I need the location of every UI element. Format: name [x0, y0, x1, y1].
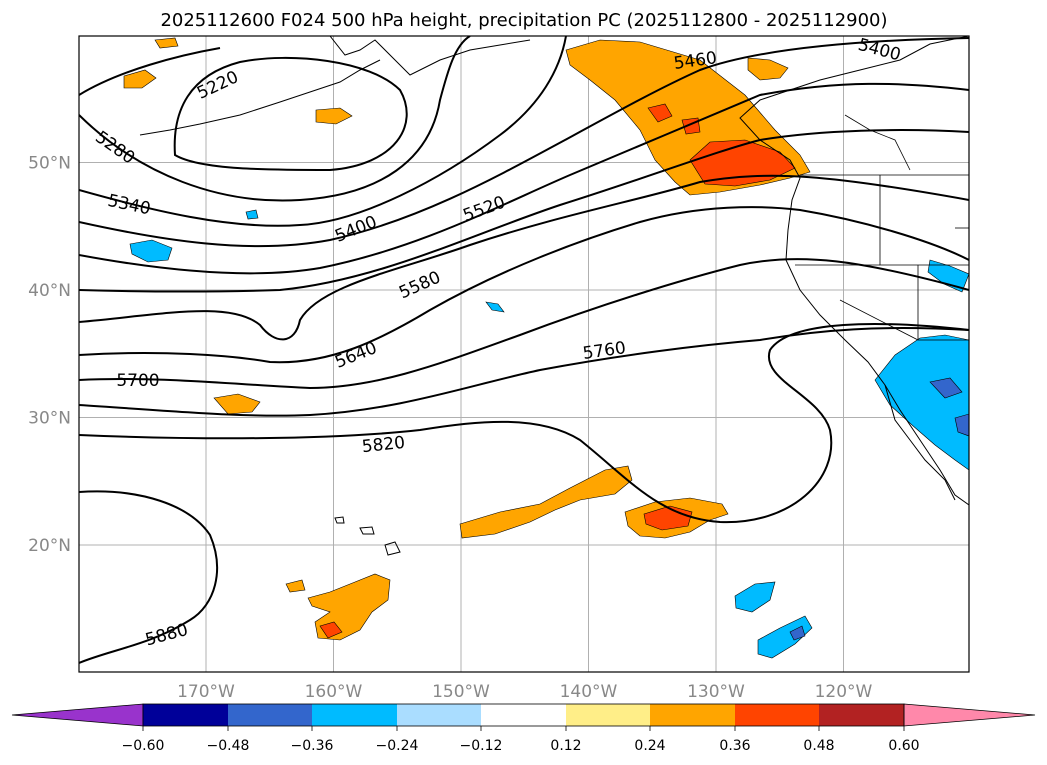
- colorbar-tick-label: 0.36: [719, 738, 750, 754]
- colorbar-tick-label: 0.60: [888, 738, 919, 754]
- contour-5400: [79, 37, 969, 248]
- colorbar-frame: [142, 703, 905, 727]
- precip-negative-small-2: [485, 301, 505, 313]
- coastline-aleutians: [139, 59, 381, 136]
- precipitation-shading: [123, 37, 969, 659]
- coastline-hawaii-2: [359, 526, 375, 535]
- map-background: [79, 36, 969, 672]
- coastline-alaska: [329, 36, 531, 76]
- precip-negative-core-southeast: [789, 625, 806, 641]
- contour-5220: [173, 56, 408, 172]
- colorbar-extend-high: [903, 703, 1036, 727]
- colorbar: −0.60 −0.48 −0.36 −0.24 −0.12 0.12 0.24 0.36 0.4…: [11, 703, 1036, 754]
- border-canada-provinces: [844, 114, 911, 171]
- contour-label: 5820: [361, 433, 406, 457]
- precip-area-small-3: [285, 579, 306, 593]
- precip-area-subtropical-band: [459, 465, 633, 539]
- colorbar-tick-label: −0.60: [122, 738, 165, 754]
- lat-tick-label: 30°N: [28, 409, 71, 429]
- contour-5220-left: [79, 47, 221, 96]
- colorbar-tick-label: −0.24: [376, 738, 419, 754]
- longitude-labels: 170°W 160°W 150°W 140°W 130°W 120°W: [177, 682, 872, 702]
- colorbar-tick-label: 0.24: [634, 738, 665, 754]
- contour-5340: [79, 36, 567, 227]
- colorbar-tick-label: −0.12: [460, 738, 503, 754]
- colorbar-tick-label: 0.48: [803, 738, 834, 754]
- lat-tick-label: 40°N: [28, 281, 71, 301]
- precip-negative-core-southwest-us-1: [929, 377, 963, 399]
- lon-tick-label: 150°W: [432, 682, 490, 702]
- precip-core-southwest: [319, 621, 343, 639]
- colorbar-tick-label: −0.48: [207, 738, 250, 754]
- precip-area-alaska-gulf: [747, 57, 789, 81]
- coastline-north-america: [739, 36, 969, 506]
- colorbar-tick-label: −0.36: [291, 738, 334, 754]
- contour-5280: [79, 36, 471, 202]
- contour-5880: [79, 490, 218, 664]
- precip-negative-small-1: [245, 209, 259, 220]
- height-contours: [79, 36, 969, 664]
- map-panel: 5220 5280 5340 5400 5400 5460 5520 5580 …: [28, 35, 970, 702]
- lat-tick-label: 20°N: [28, 536, 71, 556]
- precip-area-bering-2: [315, 107, 353, 125]
- colorbar-segment: [566, 704, 650, 726]
- precip-negative-southeast-1: [734, 581, 776, 613]
- precip-area-near-hawaii: [213, 393, 261, 415]
- colorbar-segment: [819, 704, 904, 726]
- contour-5580: [79, 174, 969, 341]
- border-state-4: [839, 299, 919, 341]
- colorbar-segment: [735, 704, 819, 726]
- lon-tick-label: 170°W: [177, 682, 235, 702]
- precip-core-small-1: [647, 103, 673, 123]
- colorbar-segment: [312, 704, 397, 726]
- coastline-hawaii-1: [384, 541, 401, 556]
- lon-tick-label: 140°W: [560, 682, 618, 702]
- lat-tick-label: 50°N: [28, 154, 71, 174]
- latitude-labels: 50°N 40°N 30°N 20°N: [28, 154, 71, 557]
- lon-tick-label: 130°W: [687, 682, 745, 702]
- colorbar-tick-label: 0.12: [550, 738, 581, 754]
- coastline-baja: [884, 384, 956, 501]
- map-title: 2025112600 F024 500 hPa height, precipit…: [160, 10, 887, 31]
- precip-negative-great-basin: [927, 259, 969, 293]
- precip-negative-central-pacific: [129, 239, 173, 263]
- contour-5640: [79, 206, 969, 364]
- precip-area-aleutian-top: [154, 37, 179, 49]
- colorbar-segment: [143, 704, 228, 726]
- precip-core-east-of-hawaii: [643, 505, 693, 531]
- lon-tick-label: 120°W: [815, 682, 873, 702]
- colorbar-segment: [650, 704, 735, 726]
- precip-negative-core-southwest-us-2: [954, 413, 969, 437]
- coastline-hawaii-3: [334, 516, 345, 524]
- colorbar-extend-low: [11, 703, 144, 727]
- colorbar-segment: [397, 704, 481, 726]
- contour-5460: [79, 82, 969, 275]
- contour-5760: [79, 327, 969, 417]
- precip-area-bering-1: [123, 69, 157, 89]
- contour-5760-closed: [79, 323, 969, 524]
- precip-negative-southwest-us: [874, 334, 969, 471]
- contour-label: 5700: [116, 371, 159, 391]
- contour-5700: [79, 257, 969, 390]
- contour-5520: [79, 129, 969, 293]
- colorbar-segment: [228, 704, 312, 726]
- coastlines: [139, 36, 969, 556]
- colorbar-segment: [481, 704, 566, 726]
- lon-tick-label: 160°W: [305, 682, 363, 702]
- map-frame: [78, 35, 970, 673]
